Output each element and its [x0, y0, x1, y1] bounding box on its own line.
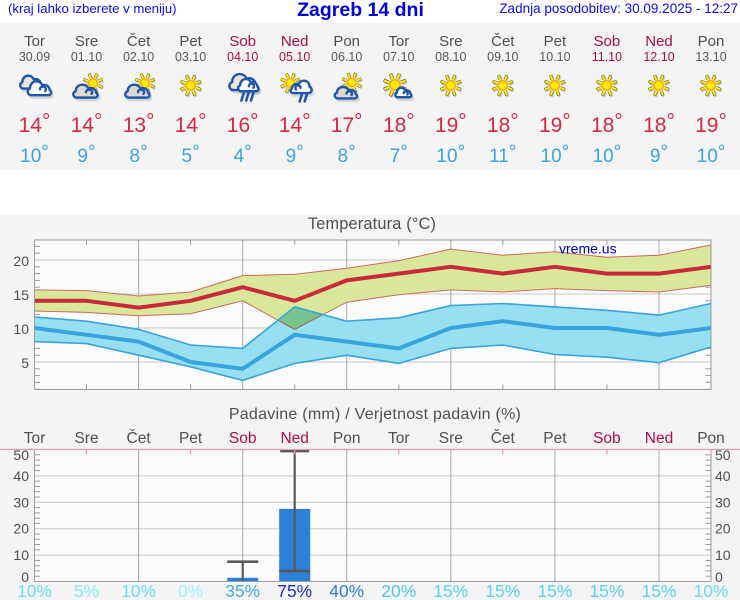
svg-text:75%: 75% — [277, 581, 312, 600]
svg-text:10: 10 — [715, 547, 731, 563]
svg-text:vreme.us: vreme.us — [559, 241, 617, 257]
svg-text:Tor: Tor — [388, 430, 410, 447]
svg-text:15%: 15% — [642, 581, 677, 600]
svg-text:40: 40 — [13, 468, 29, 484]
svg-text:10%: 10% — [694, 581, 729, 600]
svg-text:0%: 0% — [178, 581, 203, 600]
svg-text:20: 20 — [13, 253, 29, 269]
svg-text:30: 30 — [13, 494, 29, 510]
svg-text:50: 50 — [715, 447, 731, 463]
svg-text:15%: 15% — [589, 581, 624, 600]
svg-text:Sob: Sob — [229, 430, 257, 447]
svg-text:20%: 20% — [381, 581, 416, 600]
svg-text:5: 5 — [21, 355, 29, 371]
svg-text:Pet: Pet — [543, 430, 567, 447]
svg-text:15: 15 — [13, 287, 29, 303]
svg-text:Pon: Pon — [697, 430, 725, 447]
svg-text:15%: 15% — [433, 581, 468, 600]
svg-text:10%: 10% — [121, 581, 156, 600]
svg-text:40%: 40% — [329, 581, 364, 600]
svg-text:10: 10 — [13, 321, 29, 337]
svg-text:Čet: Čet — [491, 430, 516, 447]
svg-text:40: 40 — [715, 468, 731, 484]
svg-text:Sob: Sob — [593, 430, 621, 447]
svg-text:20: 20 — [715, 521, 731, 537]
svg-text:Čet: Čet — [127, 430, 152, 447]
svg-text:50: 50 — [13, 447, 29, 463]
svg-text:Ned: Ned — [280, 430, 308, 447]
svg-text:Tor: Tor — [24, 430, 46, 447]
svg-text:0: 0 — [715, 569, 723, 585]
svg-text:15%: 15% — [537, 581, 572, 600]
svg-text:15%: 15% — [485, 581, 520, 600]
svg-text:Ned: Ned — [645, 430, 673, 447]
svg-text:30: 30 — [715, 494, 731, 510]
svg-text:0: 0 — [21, 569, 29, 585]
svg-text:10: 10 — [13, 547, 29, 563]
svg-text:Pon: Pon — [333, 430, 361, 447]
svg-text:Sre: Sre — [74, 430, 98, 447]
svg-text:5%: 5% — [74, 581, 99, 600]
svg-text:20: 20 — [13, 521, 29, 537]
svg-text:10%: 10% — [17, 581, 52, 600]
svg-text:Pet: Pet — [179, 430, 203, 447]
svg-text:35%: 35% — [225, 581, 260, 600]
svg-text:Sre: Sre — [439, 430, 463, 447]
